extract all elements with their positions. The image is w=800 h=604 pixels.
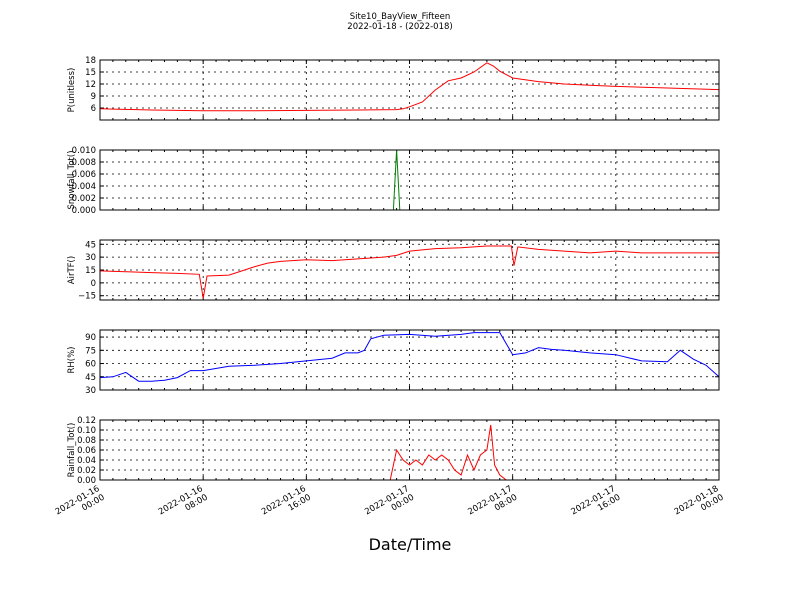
- series-line: [100, 424, 719, 481]
- y-tick-label: 12: [85, 80, 96, 90]
- axes-frame: [99, 329, 720, 391]
- y-tick-label: 30: [85, 253, 96, 263]
- y-tick-label: 18: [85, 56, 96, 66]
- y-tick-label: 6: [91, 104, 96, 114]
- y-tick-label: 0.008: [72, 158, 96, 168]
- y-tick-label: −15: [78, 292, 96, 302]
- y-tick-label: 60: [85, 360, 96, 370]
- y-tick-label: 0.06: [77, 446, 96, 456]
- y-tick-label: 0.000: [72, 206, 96, 216]
- y-tick-label: 30: [85, 386, 96, 396]
- y-tick-label: 0.006: [72, 170, 96, 180]
- y-tick-label: 0.010: [72, 146, 96, 156]
- y-axis-label: Rainfall_Tot(): [67, 423, 77, 478]
- y-tick-label: 90: [85, 333, 96, 343]
- y-axis-label: RH(%): [67, 346, 77, 373]
- y-tick-label: 45: [85, 373, 96, 383]
- y-tick-label: 0.00: [77, 476, 96, 486]
- y-tick-label: 0.004: [72, 182, 96, 192]
- series-line: [99, 245, 719, 299]
- y-axis-label: Snowfall_Tot(): [67, 150, 77, 209]
- chart-subtitle: 2022-01-18 - (2022-018): [347, 22, 452, 32]
- y-axis-label: AirTF(): [67, 256, 77, 284]
- y-tick-label: 0.12: [77, 416, 96, 426]
- axes-frame: [99, 239, 720, 301]
- subplot-1: 6 9 12 15 18 P(unitless): [67, 56, 720, 121]
- y-tick-label: 0.002: [72, 194, 96, 204]
- y-tick-label: 0.08: [77, 436, 96, 446]
- y-tick-label: 15: [85, 266, 96, 276]
- series-line: [99, 332, 720, 382]
- subplot-4: 30 45 60 75 90 RH(%): [67, 329, 720, 396]
- axes-frame: [99, 149, 720, 211]
- axes-frame: [99, 59, 720, 121]
- axes-frame: [99, 419, 720, 481]
- y-tick-label: 0.02: [77, 466, 96, 476]
- y-tick-label: 75: [85, 346, 96, 356]
- y-tick-label: 9: [91, 92, 96, 102]
- y-tick-label: 0.04: [77, 456, 96, 466]
- x-axis-label: Date/Time: [369, 535, 452, 554]
- y-tick-label: 45: [85, 240, 96, 250]
- subplot-2: 0.000 0.002 0.004 0.006 0.008 0.010Snowfall_T…: [67, 146, 720, 216]
- subplot-5: 0.000.020.040.060.080.100.12Rainfall_Tot…: [67, 416, 720, 486]
- y-tick-label: 15: [85, 68, 96, 78]
- y-tick-label: 0.10: [77, 426, 96, 436]
- y-axis-label: P(unitless): [67, 68, 77, 113]
- subplot-3: −15 0 15 30 45 AirTF(): [67, 239, 720, 302]
- y-tick-label: 0: [91, 279, 96, 289]
- subplots: 69121518P(unitless)0.0000.0020.0040.0060…: [54, 56, 726, 517]
- chart-title: Site10_BayView_Fifteen: [350, 12, 451, 22]
- series-line: [99, 62, 720, 112]
